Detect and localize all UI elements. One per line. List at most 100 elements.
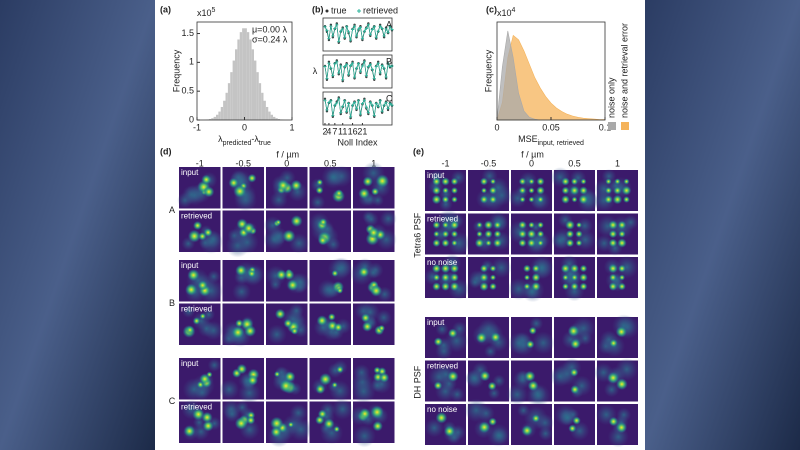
psf-spot bbox=[336, 287, 344, 294]
psf-spot bbox=[528, 187, 535, 194]
histogram-bar bbox=[273, 116, 276, 120]
psf-spot bbox=[187, 229, 201, 243]
psf-spot bbox=[441, 195, 450, 204]
x-axis-label-part: λ bbox=[218, 134, 223, 144]
data-point bbox=[352, 24, 357, 28]
psf-spot bbox=[580, 178, 587, 185]
psf-spot bbox=[432, 238, 441, 248]
psf-haze bbox=[270, 190, 288, 209]
data-point bbox=[366, 111, 370, 115]
y-tick-label: 1 bbox=[189, 57, 194, 67]
psf-spot bbox=[537, 221, 544, 229]
psf-spot bbox=[198, 231, 207, 241]
psf-spot bbox=[621, 185, 632, 196]
psf-spot bbox=[531, 264, 541, 273]
data-point bbox=[343, 35, 347, 39]
column-label: 0.5 bbox=[324, 158, 337, 168]
psf-haze bbox=[219, 379, 240, 400]
psf-spot bbox=[528, 196, 535, 203]
histogram-bar bbox=[232, 60, 235, 120]
psf-spot bbox=[433, 381, 443, 390]
psf-spot bbox=[447, 370, 459, 383]
x-axis-label: λpredicted-λtrue bbox=[218, 134, 271, 147]
psf-spot bbox=[316, 315, 328, 327]
column-label: -1 bbox=[196, 158, 204, 168]
psf-spot bbox=[449, 263, 460, 274]
histogram-bar bbox=[223, 100, 226, 120]
psf-spot bbox=[235, 264, 247, 277]
histogram-bar bbox=[254, 60, 257, 120]
psf-spot bbox=[604, 186, 613, 195]
histogram-bar bbox=[263, 100, 266, 120]
psf-spot bbox=[607, 371, 620, 384]
psf-spot bbox=[317, 409, 328, 419]
histogram-bar bbox=[237, 39, 240, 121]
x-axis-label: Noll Index bbox=[337, 137, 378, 147]
psf-haze bbox=[370, 378, 385, 393]
x-tick-label: -1 bbox=[193, 122, 201, 132]
psf-spot bbox=[478, 421, 491, 434]
data-point bbox=[352, 75, 357, 79]
psf-spot bbox=[609, 338, 618, 348]
histogram-bar bbox=[246, 32, 250, 120]
data-point bbox=[335, 60, 339, 64]
legend-marker bbox=[325, 9, 329, 13]
psf-spot bbox=[199, 373, 211, 385]
x-tick-label: 16 bbox=[348, 126, 358, 136]
psf-spot bbox=[242, 222, 255, 235]
column-label: 0.5 bbox=[568, 158, 581, 168]
data-point bbox=[335, 101, 339, 105]
histogram-bar bbox=[270, 114, 273, 120]
psf-spot bbox=[488, 417, 497, 426]
psf-spot bbox=[489, 282, 497, 291]
histogram-bar bbox=[242, 28, 245, 120]
psf-spot bbox=[518, 229, 527, 239]
psf-spot bbox=[518, 177, 527, 186]
psf-haze bbox=[592, 189, 616, 212]
psf-spot bbox=[450, 177, 459, 186]
data-point bbox=[352, 100, 357, 105]
psf-spot bbox=[613, 186, 622, 195]
data-point bbox=[370, 103, 374, 107]
psf-haze bbox=[424, 418, 444, 438]
psf-spot bbox=[570, 338, 581, 350]
axes-frame bbox=[322, 17, 393, 52]
psf-spot bbox=[185, 325, 195, 335]
psf-spot bbox=[575, 230, 583, 238]
column-label: -0.5 bbox=[481, 158, 497, 168]
psf-spot bbox=[536, 177, 545, 186]
psf-spot bbox=[270, 416, 284, 431]
y-axis-label: λ bbox=[313, 66, 318, 76]
psf-haze bbox=[375, 309, 392, 326]
data-point bbox=[390, 64, 394, 68]
x-tick-label: 11 bbox=[338, 126, 347, 136]
data-point bbox=[384, 75, 388, 79]
psf-spot bbox=[567, 325, 580, 337]
data-point bbox=[347, 30, 351, 34]
psf-spot bbox=[276, 179, 290, 192]
data-point bbox=[327, 100, 331, 105]
psf-spot bbox=[431, 194, 442, 205]
data-point bbox=[354, 106, 359, 111]
data-point bbox=[358, 112, 363, 116]
psf-spot bbox=[484, 229, 493, 239]
data-point bbox=[362, 98, 366, 102]
axis-multiplier: x105 bbox=[197, 7, 216, 18]
data-point bbox=[364, 74, 368, 78]
data-point bbox=[333, 62, 337, 66]
panel-tag: C bbox=[386, 93, 393, 103]
psf-haze bbox=[435, 322, 449, 336]
psf-spot bbox=[432, 186, 441, 195]
psf-spot bbox=[244, 324, 257, 338]
data-point bbox=[374, 64, 378, 69]
psf-spot bbox=[370, 284, 383, 297]
psf-spot bbox=[316, 179, 324, 186]
data-point bbox=[325, 28, 329, 32]
psf-spot bbox=[569, 185, 580, 196]
tile-label: input bbox=[181, 359, 199, 368]
group-label: B bbox=[169, 298, 175, 308]
psf-spot bbox=[605, 178, 612, 185]
psf-spot bbox=[315, 186, 324, 195]
x-tick-label: 7 bbox=[332, 126, 337, 136]
